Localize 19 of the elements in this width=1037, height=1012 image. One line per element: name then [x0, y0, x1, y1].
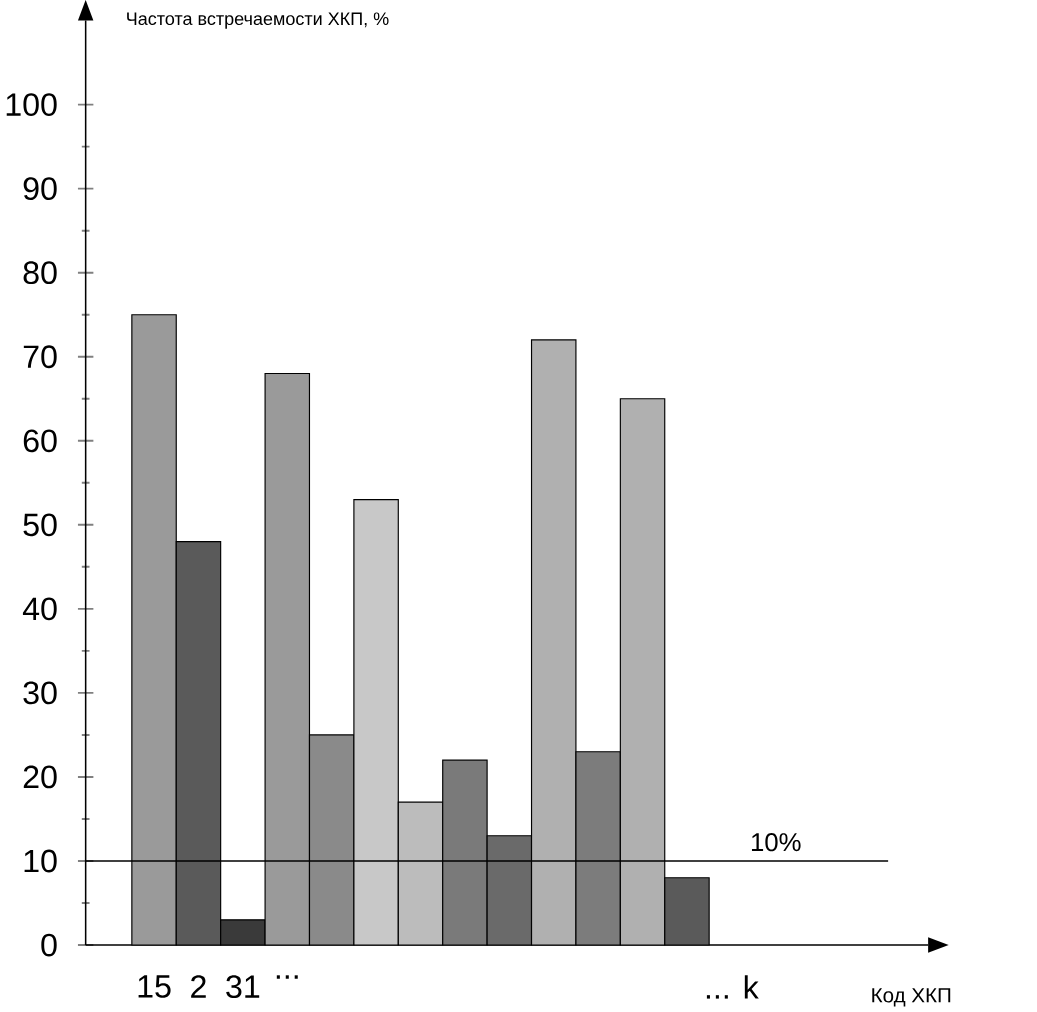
x-tick-label: 31: [226, 975, 260, 999]
y-tick-label: 60: [23, 429, 57, 453]
x-tick-label: 2: [191, 975, 206, 998]
y-tick-label: 90: [23, 177, 57, 201]
y-tick-label: 50: [23, 513, 57, 537]
y-tick-label: 80: [23, 261, 57, 285]
y-tick-label: 10: [24, 849, 57, 873]
y-tick-label: 20: [23, 765, 57, 789]
y-tick-label: 40: [22, 597, 57, 621]
y-tick-label: 30: [23, 681, 57, 705]
x-tick-label: 15: [138, 975, 171, 998]
text: Код ХКП: [872, 988, 951, 1007]
ref-line-label: 10%: [751, 833, 801, 852]
y-axis-title: Частота встречаемости ХКП, %: [127, 12, 389, 29]
x-tick-label: ... k: [706, 975, 759, 999]
y-tick-label: 100: [6, 93, 57, 117]
x-tick-label: ...: [276, 975, 298, 979]
y-tick-label: 70: [23, 345, 57, 369]
y-tick-label: 0: [41, 933, 57, 957]
